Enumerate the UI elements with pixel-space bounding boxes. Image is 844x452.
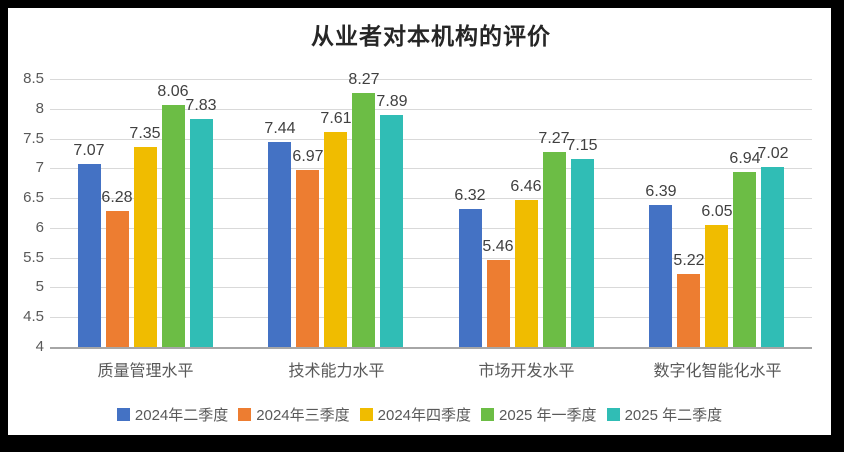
y-tick-label: 6: [35, 219, 44, 236]
value-label: 7.83: [185, 97, 217, 114]
legend-item: 2024年三季度: [238, 404, 350, 425]
bar: [571, 159, 594, 347]
gridline: [50, 109, 812, 110]
category-label: 数字化智能化水平: [653, 363, 782, 380]
y-tick-label: 4.5: [23, 308, 44, 325]
gridline: [50, 198, 812, 199]
value-label: 5.46: [482, 238, 514, 255]
bar: [649, 205, 672, 347]
legend-label: 2024年二季度: [134, 407, 229, 424]
y-tick-label: 7.5: [23, 130, 44, 147]
value-label: 7.07: [73, 142, 105, 159]
value-label: 6.32: [454, 187, 486, 204]
bar: [352, 93, 375, 347]
value-label: 7.15: [566, 137, 598, 154]
bar: [296, 170, 319, 347]
legend-label: 2025 年二季度: [624, 407, 723, 424]
value-label: 6.97: [292, 148, 324, 165]
x-axis-line: [50, 347, 812, 349]
value-label: 6.46: [510, 178, 542, 195]
chart-panel: 从业者对本机构的评价 4 4.5 5 5.5 6 6.5 7 7.5 8 8.5 7.07 6.28 7…: [8, 8, 831, 435]
value-label: 7.02: [757, 145, 789, 162]
y-tick-label: 8: [35, 100, 44, 117]
value-label: 6.39: [645, 183, 677, 200]
gridline: [50, 228, 812, 229]
y-tick-label: 4: [35, 338, 44, 355]
legend-label: 2024年四季度: [377, 407, 472, 424]
legend-label: 2024年三季度: [256, 407, 350, 424]
gridline: [50, 258, 812, 259]
bar: [106, 211, 129, 347]
gridline: [50, 168, 812, 169]
bar: [677, 274, 700, 347]
y-tick-label: 8.5: [23, 70, 44, 87]
category-label: 市场开发水平: [478, 363, 575, 380]
value-label: 6.05: [701, 203, 733, 220]
value-label: 8.27: [348, 71, 380, 88]
bar: [134, 147, 157, 347]
legend-item: 2024年四季度: [359, 404, 472, 425]
legend-swatch: [606, 408, 620, 421]
value-label: 7.44: [264, 120, 296, 137]
category-label: 质量管理水平: [97, 363, 194, 380]
bar: [162, 105, 185, 347]
value-label: 6.94: [729, 150, 761, 167]
legend-item: 2025 年二季度: [606, 404, 723, 425]
chart-title: 从业者对本机构的评价: [311, 24, 551, 49]
legend-item: 2024年二季度: [116, 404, 229, 425]
gridline: [50, 139, 812, 140]
y-tick-label: 6.5: [23, 189, 44, 206]
category-label: 技术能力水平: [288, 363, 385, 380]
plot-area: 4 4.5 5 5.5 6 6.5 7 7.5 8 8.5 7.07 6.28 7.35 8.06 7.83…: [8, 8, 831, 435]
legend-item: 2025 年一季度: [481, 404, 597, 425]
legend: 2024年二季度 2024年三季度 2024年四季度 2025 年一季度 2025 年二…: [8, 404, 831, 425]
bar: [761, 167, 784, 347]
value-label: 5.22: [673, 252, 705, 269]
bar: [543, 152, 566, 347]
legend-label: 2025 年一季度: [499, 407, 597, 424]
legend-swatch: [481, 408, 495, 421]
legend-swatch: [116, 408, 130, 421]
bar: [459, 209, 482, 347]
gridline: [50, 79, 812, 80]
legend-swatch: [238, 408, 252, 421]
y-tick-label: 5: [35, 278, 44, 295]
gridline: [50, 317, 812, 318]
bar: [487, 260, 510, 347]
bar: [190, 119, 213, 347]
value-label: 7.89: [376, 93, 408, 110]
bar: [324, 132, 347, 347]
legend-swatch: [359, 408, 373, 421]
bar: [380, 115, 403, 347]
bar: [78, 164, 101, 347]
y-tick-label: 7: [35, 159, 44, 176]
value-label: 6.28: [101, 189, 133, 206]
value-label: 8.06: [157, 83, 189, 100]
bar: [733, 172, 756, 347]
y-tick-label: 5.5: [23, 249, 44, 266]
gridline: [50, 287, 812, 288]
bar: [705, 225, 728, 347]
value-label: 7.27: [538, 130, 570, 147]
value-label: 7.35: [129, 125, 161, 142]
bar: [515, 200, 538, 347]
bar: [268, 142, 291, 347]
value-label: 7.61: [320, 110, 352, 127]
